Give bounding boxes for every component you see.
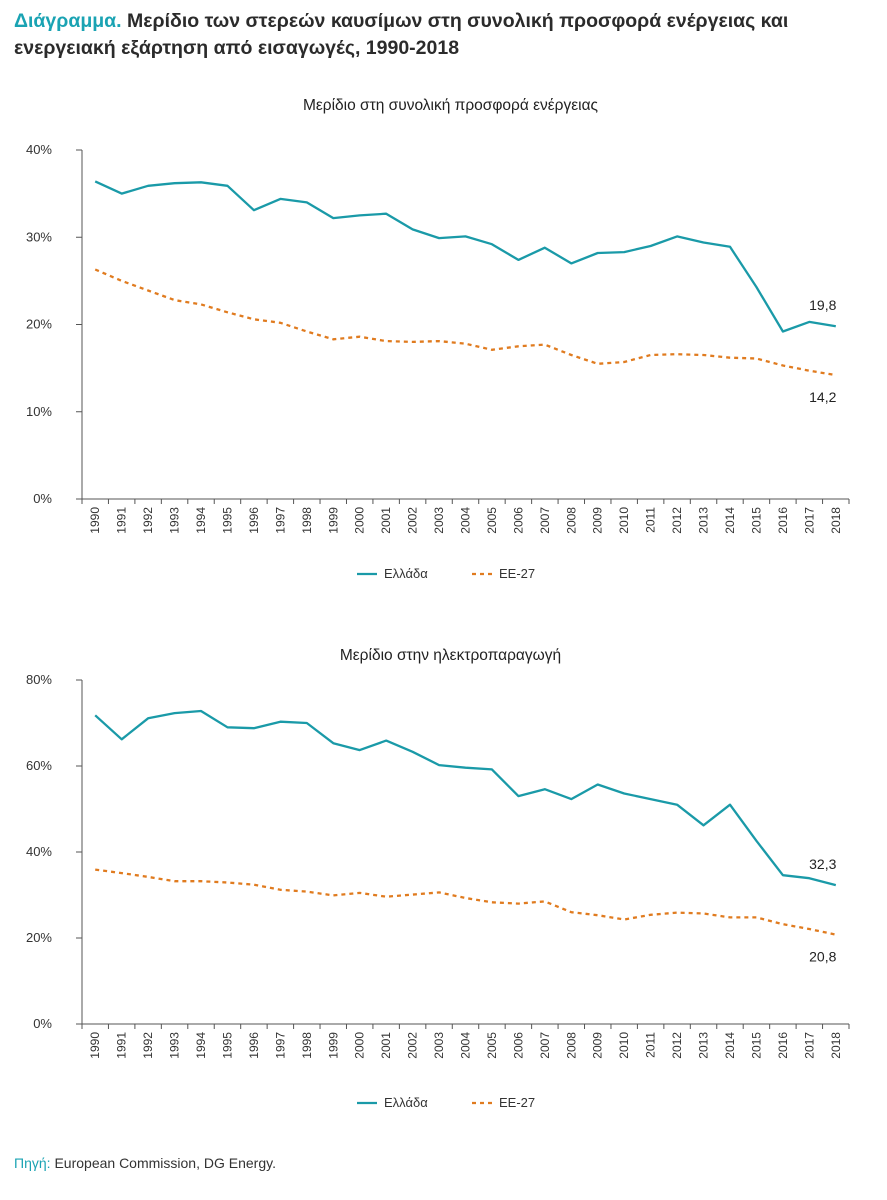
x-tick-label: 2001 xyxy=(379,507,393,534)
x-tick-label: 1992 xyxy=(141,1032,155,1059)
source-note: Πηγή: European Commission, DG Energy. xyxy=(14,1155,276,1171)
x-tick-label: 2011 xyxy=(644,1032,658,1058)
y-tick-label: 60% xyxy=(26,758,52,773)
x-tick-label: 1998 xyxy=(300,507,314,534)
x-tick-label: 1990 xyxy=(88,507,102,534)
x-tick-label: 1994 xyxy=(194,507,208,534)
legend-label-greece: Ελλάδα xyxy=(384,1095,428,1110)
data-label-eu27-2018: 14,2 xyxy=(809,389,836,405)
series-line-greece xyxy=(94,180,836,333)
chart-title: Μερίδιο στη συνολική προσφορά ενέργειας xyxy=(303,97,598,114)
x-tick-label: 2010 xyxy=(617,1032,631,1059)
x-tick-label: 1990 xyxy=(88,1032,102,1059)
x-tick-label: 2007 xyxy=(538,1032,552,1059)
x-tick-label: 2004 xyxy=(459,1032,473,1059)
x-tick-label: 2016 xyxy=(776,1032,790,1059)
series-line-eu27 xyxy=(94,268,836,377)
x-tick-label: 1991 xyxy=(115,1032,129,1059)
x-tick-label: 1996 xyxy=(247,507,261,534)
figure-label: Διάγραμμα. xyxy=(14,10,122,32)
y-tick-label: 30% xyxy=(26,229,52,244)
x-tick-label: 2006 xyxy=(511,507,525,534)
x-tick-label: 2018 xyxy=(829,507,843,534)
x-tick-label: 1997 xyxy=(273,507,287,534)
y-tick-label: 80% xyxy=(26,672,52,687)
x-tick-label: 1994 xyxy=(194,1032,208,1059)
x-tick-label: 2006 xyxy=(511,1032,525,1059)
x-tick-label: 1999 xyxy=(326,507,340,534)
y-tick-label: 40% xyxy=(26,142,52,157)
x-tick-label: 2017 xyxy=(802,1032,816,1059)
source-text: European Commission, DG Energy. xyxy=(54,1155,276,1171)
x-tick-label: 2005 xyxy=(485,507,499,534)
x-tick-label: 2013 xyxy=(697,507,711,534)
y-tick-label: 20% xyxy=(26,317,52,332)
x-tick-label: 2003 xyxy=(432,507,446,534)
x-tick-label: 2012 xyxy=(670,1032,684,1059)
chart-energy-supply-share: Μερίδιο στη συνολική προσφορά ενέργειας 0… xyxy=(26,97,850,581)
x-tick-label: 2010 xyxy=(617,507,631,534)
x-tick-label: 2018 xyxy=(829,1032,843,1059)
x-tick-label: 1999 xyxy=(326,1032,340,1059)
x-tick-label: 2001 xyxy=(379,1032,393,1059)
x-tick-label: 2000 xyxy=(353,507,367,534)
x-tick-label: 1998 xyxy=(300,1032,314,1059)
x-tick-label: 2016 xyxy=(776,507,790,534)
x-tick-label: 1995 xyxy=(220,1032,234,1059)
chart-electricity-generation-share: Μερίδιο στην ηλεκτροπαραγωγή 0% 20% 40% 60% 8… xyxy=(26,647,850,1110)
x-tick-label: 1993 xyxy=(168,1032,182,1059)
series-line-greece xyxy=(94,709,837,887)
x-tick-label: 2008 xyxy=(564,1032,578,1059)
x-tick-label: 2009 xyxy=(591,1032,605,1059)
data-label-greece-2018: 32,3 xyxy=(809,856,836,872)
x-tick-label: 2007 xyxy=(538,507,552,534)
data-label-eu27-2018: 20,8 xyxy=(809,949,836,965)
y-tick-label: 40% xyxy=(26,844,52,859)
x-tick-label: 1993 xyxy=(168,507,182,534)
x-tick-label: 2014 xyxy=(723,1032,737,1059)
y-tick-label: 20% xyxy=(26,930,52,945)
x-tick-label: 2017 xyxy=(802,507,816,534)
x-tick-label: 2002 xyxy=(406,1032,420,1059)
x-tick-label: 2004 xyxy=(459,507,473,534)
chart-title: Μερίδιο στην ηλεκτροπαραγωγή xyxy=(340,647,561,664)
x-tick-label: 2008 xyxy=(564,507,578,534)
x-tick-label: 2002 xyxy=(406,507,420,534)
legend-label-eu27: ΕΕ-27 xyxy=(499,566,535,581)
figure-title-text: Μερίδιο των στερεών καυσίμων στη συνολικ… xyxy=(14,10,789,59)
x-tick-label: 1992 xyxy=(141,507,155,534)
y-tick-label: 10% xyxy=(26,404,52,419)
x-tick-label: 2014 xyxy=(723,507,737,534)
y-tick-label: 0% xyxy=(33,1016,52,1031)
x-tick-label: 2005 xyxy=(485,1032,499,1059)
x-tick-label: 2015 xyxy=(749,507,763,534)
x-tick-label: 2015 xyxy=(749,1032,763,1059)
x-tick-label: 1997 xyxy=(273,1032,287,1059)
legend-label-eu27: ΕΕ-27 xyxy=(499,1095,535,1110)
x-tick-label: 2009 xyxy=(591,507,605,534)
x-tick-label: 1991 xyxy=(115,507,129,534)
x-tick-label: 1995 xyxy=(220,507,234,534)
series-line-eu27 xyxy=(95,868,837,936)
figure-title: Διάγραμμα. Μερίδιο των στερεών καυσίμων … xyxy=(14,8,874,62)
legend-label-greece: Ελλάδα xyxy=(384,566,428,581)
x-tick-label: 2000 xyxy=(353,1032,367,1059)
y-tick-label: 0% xyxy=(33,491,52,506)
x-tick-label: 2011 xyxy=(644,507,658,533)
x-tick-label: 2003 xyxy=(432,1032,446,1059)
data-label-greece-2018: 19,8 xyxy=(809,297,836,313)
x-tick-label: 1996 xyxy=(247,1032,261,1059)
x-tick-label: 2013 xyxy=(697,1032,711,1059)
x-tick-label: 2012 xyxy=(670,507,684,534)
source-label: Πηγή: xyxy=(14,1155,51,1171)
